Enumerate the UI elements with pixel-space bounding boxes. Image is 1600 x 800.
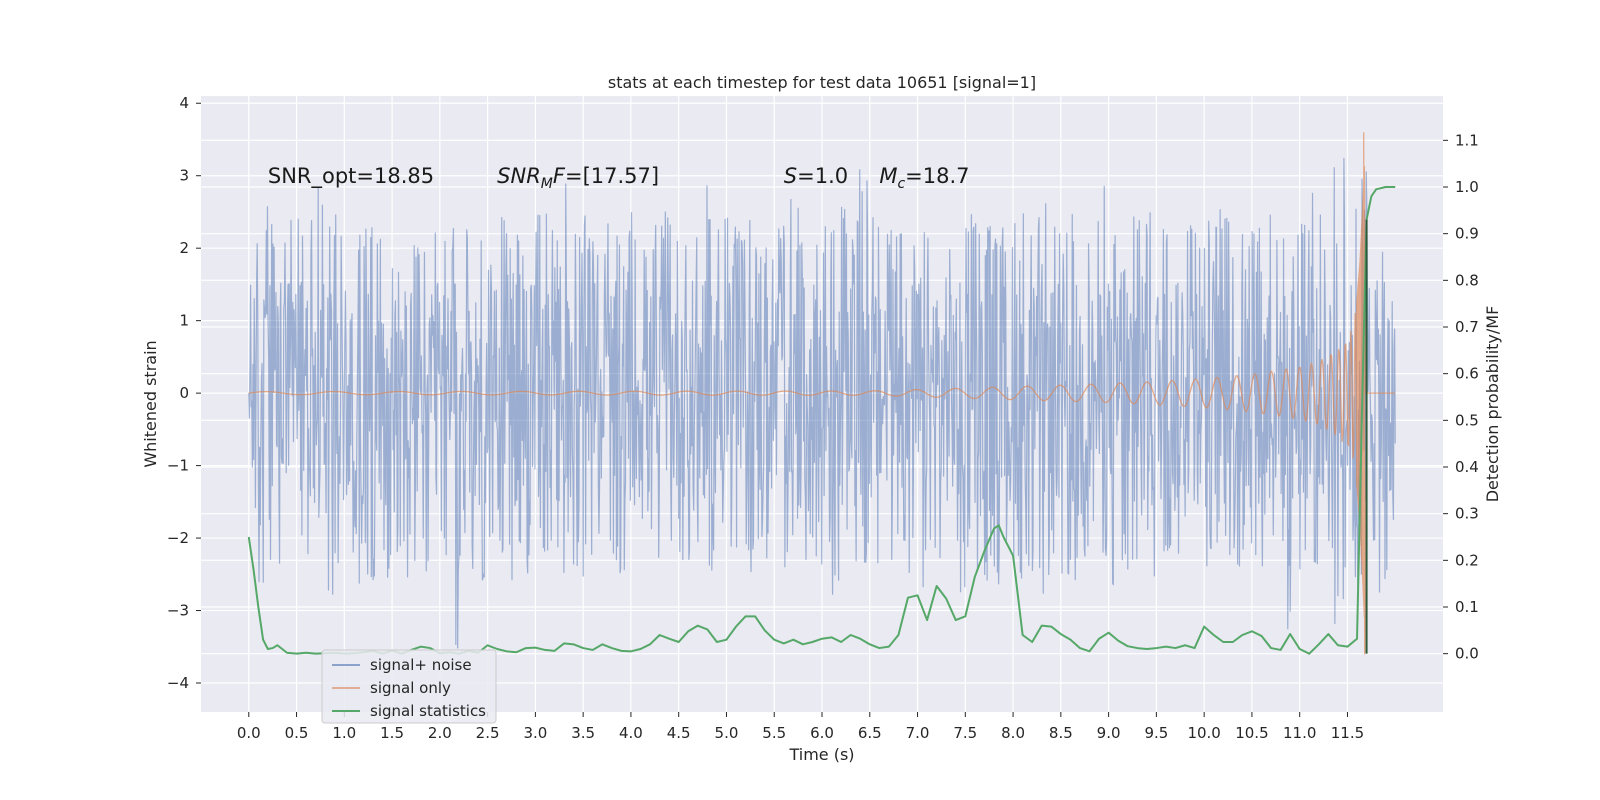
x-tick-label-20: 10.0 bbox=[1187, 724, 1220, 742]
series-signal-statistics-line bbox=[247, 186, 1396, 655]
x-tick-label-11: 5.5 bbox=[762, 724, 786, 742]
x-axis-label: Time (s) bbox=[788, 745, 854, 764]
x-tick-label-1: 0.5 bbox=[285, 724, 309, 742]
y-tick-label-0: −4 bbox=[167, 674, 189, 692]
y-tick-label-6: 2 bbox=[179, 239, 189, 257]
x-tick-label-23: 11.5 bbox=[1331, 724, 1364, 742]
legend: signal+ noise signal only signal statistic… bbox=[321, 649, 497, 724]
legend-box bbox=[321, 649, 497, 724]
x-tick-label-3: 1.5 bbox=[380, 724, 404, 742]
x-tick-label-16: 8.0 bbox=[1001, 724, 1025, 742]
x-tick-label-21: 10.5 bbox=[1235, 724, 1268, 742]
y2-axis-label: Detection probability/MF bbox=[1483, 306, 1502, 503]
x-tick-label-22: 11.0 bbox=[1283, 724, 1316, 742]
annotation-snr_opt: SNR_opt=18.85 bbox=[268, 164, 434, 189]
y-tick-label-1: −3 bbox=[167, 602, 189, 620]
y2-tick-label-7: 0.7 bbox=[1455, 318, 1479, 336]
x-axis: 0.0 0.5 1.0 1.5 2.0 2.5 3.0 3.5 4.0 4.5 5.0 5.5 6.0 6… bbox=[237, 712, 1364, 742]
legend-label-2: signal statistics bbox=[370, 702, 486, 720]
annotation-s: S=1.0 bbox=[784, 164, 848, 188]
y-tick-label-2: −2 bbox=[167, 529, 189, 547]
x-tick-label-5: 2.5 bbox=[476, 724, 500, 742]
series-layer bbox=[247, 132, 1396, 655]
x-tick-label-0: 0.0 bbox=[237, 724, 261, 742]
annotation-snr_mf: SNRMF=[17.57] bbox=[497, 164, 659, 192]
y2-tick-label-2: 0.2 bbox=[1455, 551, 1479, 569]
chart-title: stats at each timestep for test data 106… bbox=[608, 73, 1036, 92]
x-tick-label-8: 4.0 bbox=[619, 724, 643, 742]
x-tick-label-15: 7.5 bbox=[953, 724, 977, 742]
y2-tick-label-3: 0.3 bbox=[1455, 505, 1479, 523]
y-axis-right: 0.0 0.1 0.2 0.3 0.4 0.5 0.6 0.7 0.8 0.9 1.0 1.1 bbox=[1443, 131, 1479, 663]
x-tick-label-6: 3.0 bbox=[523, 724, 547, 742]
annotation-mc: Mc=18.7 bbox=[879, 164, 969, 192]
y2-tick-label-0: 0.0 bbox=[1455, 645, 1479, 663]
series-signal-noise-line bbox=[248, 157, 1396, 649]
y2-tick-label-11: 1.1 bbox=[1455, 131, 1479, 149]
y2-tick-label-9: 0.9 bbox=[1455, 225, 1479, 243]
y2-tick-label-10: 1.0 bbox=[1455, 178, 1479, 196]
legend-label-0: signal+ noise bbox=[370, 656, 472, 674]
annotations: SNR_opt=18.85 SNRMF=[17.57] S=1.0 Mc=18.7 bbox=[268, 164, 970, 192]
x-tick-label-10: 5.0 bbox=[715, 724, 739, 742]
x-tick-label-17: 8.5 bbox=[1049, 724, 1073, 742]
x-tick-label-18: 9.0 bbox=[1097, 724, 1121, 742]
x-tick-label-7: 3.5 bbox=[571, 724, 595, 742]
y2-tick-label-1: 0.1 bbox=[1455, 598, 1479, 616]
y2-tick-label-4: 0.4 bbox=[1455, 458, 1479, 476]
x-tick-label-19: 9.5 bbox=[1144, 724, 1168, 742]
y-tick-label-5: 1 bbox=[179, 312, 189, 330]
y2-tick-label-5: 0.5 bbox=[1455, 411, 1479, 429]
y-axis-label: Whitened strain bbox=[141, 340, 160, 467]
x-tick-label-4: 2.0 bbox=[428, 724, 452, 742]
x-tick-label-9: 4.5 bbox=[667, 724, 691, 742]
y-axis-left: −4 −3 −2 −1 0 1 2 3 4 bbox=[167, 94, 201, 692]
y-tick-label-3: −1 bbox=[167, 457, 189, 475]
y-tick-label-7: 3 bbox=[179, 167, 189, 185]
y-tick-label-4: 0 bbox=[179, 384, 189, 402]
x-tick-label-12: 6.0 bbox=[810, 724, 834, 742]
y2-tick-label-8: 0.8 bbox=[1455, 271, 1479, 289]
y2-tick-label-6: 0.6 bbox=[1455, 365, 1479, 383]
x-tick-label-13: 6.5 bbox=[858, 724, 882, 742]
x-tick-label-2: 1.0 bbox=[332, 724, 356, 742]
y-tick-label-8: 4 bbox=[179, 94, 189, 112]
x-tick-label-14: 7.0 bbox=[906, 724, 930, 742]
legend-label-1: signal only bbox=[370, 679, 451, 697]
